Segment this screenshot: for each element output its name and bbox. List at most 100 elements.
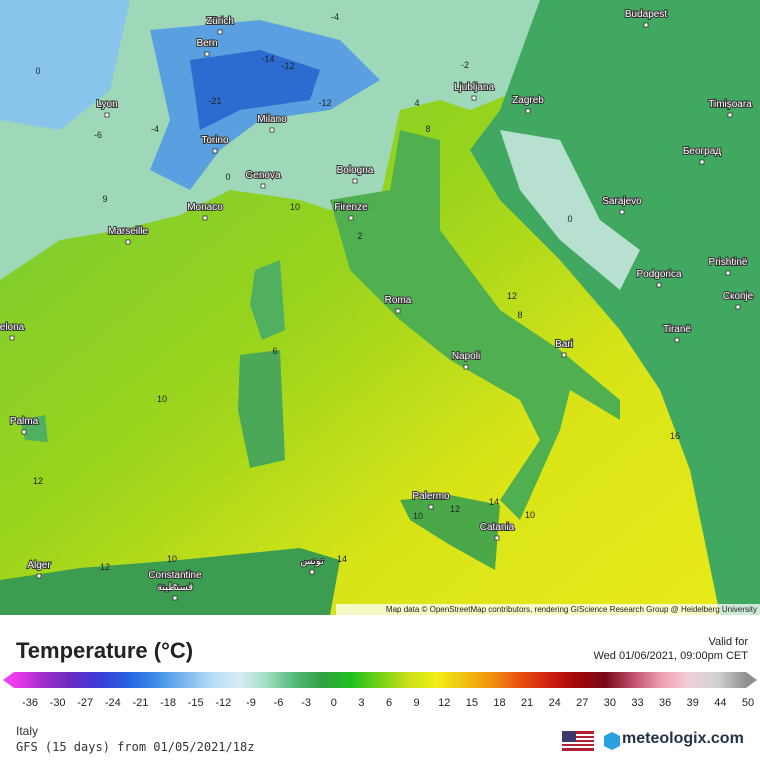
legend-tick: 33 <box>631 697 644 709</box>
colorbar-arrow <box>3 672 14 688</box>
legend-tick: 27 <box>576 697 589 709</box>
city-label: Monaco <box>187 202 223 213</box>
city-marker <box>260 183 266 189</box>
contour-label: -4 <box>151 124 159 134</box>
colorbar <box>14 672 746 688</box>
contour-label: 0 <box>567 214 572 224</box>
city-label: Milano <box>257 114 287 125</box>
city-label: Constantine <box>148 570 202 581</box>
contour-label: 2 <box>357 231 362 241</box>
city-marker <box>643 22 649 28</box>
city-label: Palma <box>10 416 39 427</box>
city-label: Bari <box>555 339 573 350</box>
contour-label: 8 <box>425 124 430 134</box>
city-label: Marseille <box>108 226 148 237</box>
city-marker <box>172 595 178 601</box>
contour-label: -12 <box>318 98 331 108</box>
legend-tick: 0 <box>330 697 337 709</box>
legend-tick: -27 <box>77 697 94 709</box>
city-label: Firenze <box>334 202 368 213</box>
flag-icon <box>562 731 594 751</box>
legend-tick: -30 <box>49 697 66 709</box>
legend-tick: 12 <box>438 697 451 709</box>
legend-tick: 6 <box>385 697 393 709</box>
logo-icon <box>604 732 620 750</box>
city-marker <box>104 112 110 118</box>
city-label: Zagreb <box>512 95 544 106</box>
city-marker <box>217 29 223 35</box>
city-marker <box>674 337 680 343</box>
city-marker <box>395 308 401 314</box>
region: Italy <box>16 724 39 738</box>
city-marker <box>494 535 500 541</box>
city-label: Bologna <box>337 165 374 176</box>
sardinia <box>238 350 285 468</box>
contour-label: -14 <box>261 54 274 64</box>
contour-label: 16 <box>670 431 680 441</box>
city-label: Palermo <box>412 491 450 502</box>
contour-label: 12 <box>100 562 110 572</box>
city-label: Roma <box>385 295 412 306</box>
city-label: Catania <box>480 522 515 533</box>
city-label: Zürich <box>206 16 234 27</box>
attribution-bg <box>336 604 760 615</box>
city-marker <box>561 352 567 358</box>
city-marker <box>727 112 733 118</box>
legend-tick: 44 <box>714 697 727 709</box>
city-label: Tiranë <box>663 324 691 335</box>
city-marker <box>348 215 354 221</box>
contour-label: 10 <box>290 202 300 212</box>
city-marker <box>525 108 531 114</box>
legend-tick: -9 <box>246 697 256 709</box>
contour-label: 12 <box>33 476 43 486</box>
mallorca <box>20 415 48 442</box>
city-marker <box>735 304 741 310</box>
legend-tick: 39 <box>686 697 699 709</box>
city-marker <box>9 335 15 341</box>
city-marker <box>309 569 315 575</box>
city-marker <box>204 51 210 57</box>
city-label: Lyon <box>96 99 117 110</box>
corsica <box>250 260 285 340</box>
contour-label: 10 <box>167 554 177 564</box>
city-label: Скопје <box>723 291 754 302</box>
city-label: تونس <box>300 556 324 567</box>
city-marker <box>212 148 218 154</box>
legend-title: Temperature (°C) <box>16 638 194 663</box>
city-marker <box>619 209 625 215</box>
legend-tick: -21 <box>132 697 149 709</box>
city-marker <box>125 239 131 245</box>
contour-label: 14 <box>337 554 347 564</box>
italy <box>330 130 620 520</box>
city-label: Podgorica <box>636 269 681 280</box>
contour-label: 8 <box>517 310 522 320</box>
legend-tick: 24 <box>548 697 561 709</box>
contour-label: 10 <box>525 510 535 520</box>
legend-tick: -3 <box>301 697 312 709</box>
legend-tick: 3 <box>358 697 365 709</box>
contour-label: 12 <box>507 291 517 301</box>
city-marker <box>36 573 42 579</box>
city-marker <box>699 159 705 165</box>
model-run: GFS (15 days) from 01/05/2021/18z <box>16 740 255 754</box>
legend-tick: -24 <box>104 697 121 709</box>
land-north <box>0 0 560 280</box>
north-africa <box>0 548 340 615</box>
contour-label: -2 <box>461 60 469 70</box>
city-label: Timișoara <box>708 99 752 110</box>
legend-tick: -18 <box>160 697 177 709</box>
map: Map data © OpenStreetMap contributors, r… <box>0 0 760 615</box>
legend-tick: 15 <box>465 697 478 709</box>
legend-tick: 9 <box>413 697 420 709</box>
city-marker <box>428 504 434 510</box>
legend-tick: 21 <box>520 697 534 709</box>
city-label: Prishtinë <box>709 257 748 268</box>
contour-label: 0 <box>225 172 230 182</box>
contour-label: 6 <box>272 346 277 356</box>
valid-label: Valid for <box>708 636 748 648</box>
contour-label: 4 <box>414 98 419 108</box>
city-marker <box>352 178 358 184</box>
brand: meteologix.com <box>622 730 744 747</box>
city-marker <box>725 270 731 276</box>
